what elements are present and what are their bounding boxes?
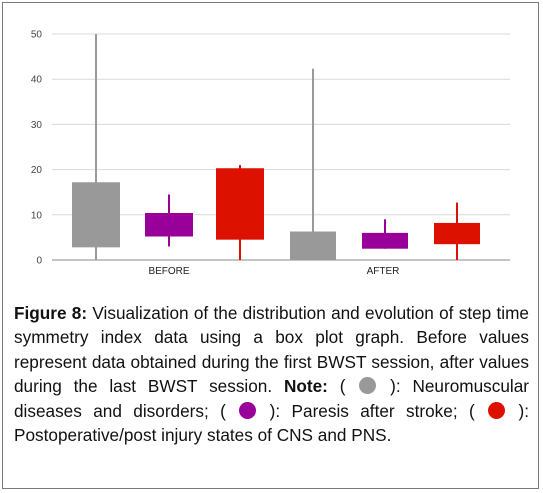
box: [145, 212, 193, 237]
note-red-text: ): Postoperative/post injury states of C…: [14, 400, 529, 446]
note-open: (: [327, 376, 358, 397]
box: [362, 232, 408, 249]
note-purple-text: ): Paresis after stroke; (: [258, 400, 487, 421]
boxes: [72, 34, 480, 260]
box-plot-chart: 0 10 20 30 40 50 BEFORE AFTER: [31, 30, 510, 277]
figure-caption: Figure 8: Visualization of the distribut…: [14, 301, 529, 447]
y-tick-label: 10: [31, 210, 43, 221]
y-axis: 0 10 20 30 40 50: [31, 30, 43, 267]
caption-text: Visualization of the distribution and ev…: [14, 303, 529, 397]
red-legend-dot: [488, 401, 506, 419]
caption-label: Figure 8:: [14, 303, 88, 323]
box: [216, 168, 264, 240]
y-tick-label: 50: [31, 30, 43, 41]
grid-lines: [52, 33, 510, 261]
note-label: Note:: [283, 376, 328, 397]
y-tick-label: 30: [31, 120, 43, 131]
box: [290, 231, 336, 260]
purple-legend-dot: [239, 401, 257, 419]
x-tick-label: AFTER: [367, 266, 400, 277]
box: [434, 222, 480, 245]
x-tick-label: BEFORE: [148, 266, 189, 277]
note-gray-text: ): Neuromuscular diseases and disorders;…: [14, 376, 529, 421]
y-tick-label: 40: [31, 75, 43, 86]
gray-legend-dot: [359, 377, 377, 395]
y-tick-label: 0: [36, 256, 42, 267]
box: [72, 182, 120, 248]
x-axis: BEFORE AFTER: [148, 266, 399, 277]
y-tick-label: 20: [31, 165, 43, 176]
